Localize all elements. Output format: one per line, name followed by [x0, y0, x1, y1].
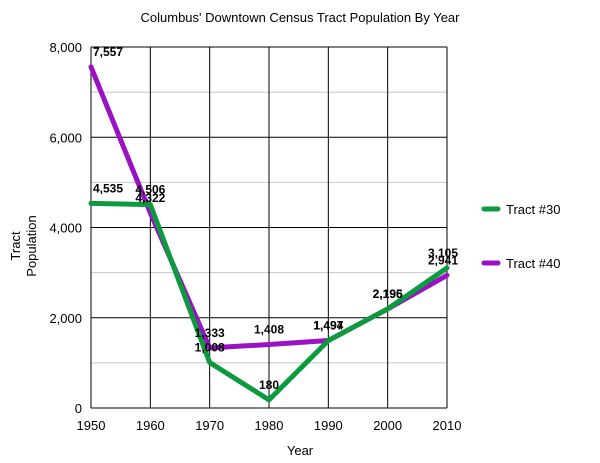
y-tick-label: 0	[75, 401, 82, 416]
x-tick-label: 1980	[255, 418, 284, 433]
data-label: 4,535	[93, 181, 123, 195]
series-line-1	[88, 200, 450, 403]
data-label: 2,195	[373, 287, 403, 301]
data-label: 7,557	[93, 45, 123, 59]
y-axis-title-line-2: Population	[24, 215, 39, 276]
x-tick-label: 1990	[314, 418, 343, 433]
x-tick-label: 1960	[136, 418, 165, 433]
y-axis-title-line-1: Tract	[8, 231, 23, 261]
x-tick-label: 2000	[373, 418, 402, 433]
x-tick-label: 2010	[433, 418, 462, 433]
y-tick-label: 8,000	[49, 40, 82, 55]
y-tick-label: 6,000	[49, 130, 82, 145]
legend: Tract #30 Tract #40	[481, 202, 560, 271]
data-label: 1,008	[195, 341, 225, 355]
x-tick-label: 1950	[77, 418, 106, 433]
data-label: 4,322	[135, 191, 165, 205]
x-axis-title: Year	[287, 443, 314, 458]
major-gridlines	[90, 46, 448, 409]
data-label: 1,333	[195, 326, 225, 340]
series-lines	[88, 64, 450, 403]
data-label: 2,196	[373, 287, 403, 301]
data-label: 4,506	[135, 183, 165, 197]
y-axis-tick-labels: 0 2,000 4,000 6,000 8,000	[49, 40, 82, 416]
data-label: 2,941	[428, 253, 458, 267]
legend-label: Tract #40	[506, 256, 560, 271]
x-tick-label: 1970	[195, 418, 224, 433]
chart-title: Columbus' Downtown Census Tract Populati…	[141, 10, 461, 25]
y-axis-title: Tract Population	[8, 215, 39, 276]
x-axis-tick-labels: 1950 1960 1970 1980 1990 2000 2010	[77, 418, 462, 433]
data-label: 1,408	[254, 322, 284, 336]
data-label: 1,497	[313, 318, 343, 332]
data-labels: 4,535 4,506 1,008 180 1,494 2,196 3,105 7,557 4,…	[93, 45, 458, 392]
data-label: 180	[259, 378, 279, 392]
y-tick-label: 4,000	[49, 221, 82, 236]
y-tick-label: 2,000	[49, 311, 82, 326]
legend-label: Tract #30	[506, 202, 560, 217]
data-label: 3,105	[428, 246, 458, 260]
data-label: 1,494	[313, 319, 343, 333]
